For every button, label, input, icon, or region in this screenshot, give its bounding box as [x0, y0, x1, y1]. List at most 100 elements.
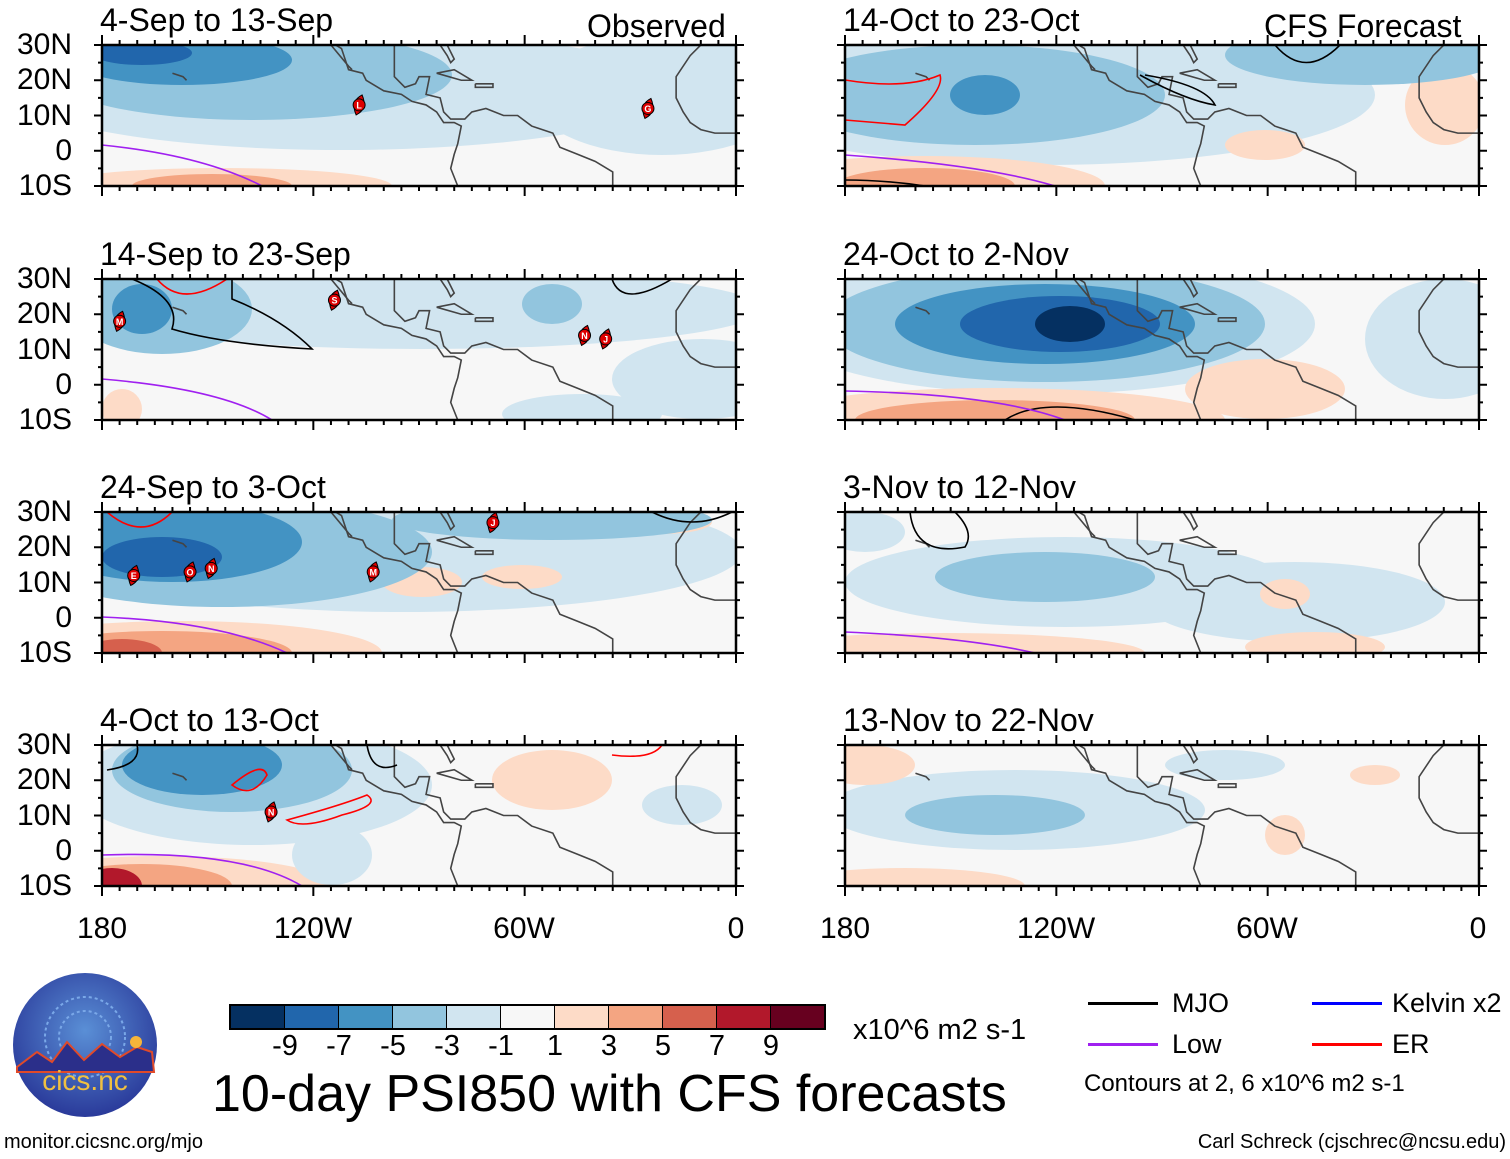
anomaly-contour-fill [112, 284, 172, 334]
y-tick-label: 30N [16, 262, 72, 295]
tropical-cyclone-marker: E [127, 564, 141, 587]
wave-contour-line [230, 768, 268, 792]
panel-title: 24-Oct to 2-Nov [843, 236, 1069, 272]
storm-label: N [581, 331, 588, 341]
coastline [393, 512, 614, 653]
anomaly-contour-fill [1265, 815, 1305, 855]
colorbar-tick-label: 1 [546, 1030, 564, 1062]
y-tick-label: 20N [16, 63, 72, 97]
anomaly-contour-fill [642, 785, 722, 825]
coastline [404, 279, 456, 298]
coastline [330, 512, 353, 538]
anomaly-contour-fill [502, 394, 662, 420]
tropical-cyclone-marker: S [327, 289, 341, 311]
map-panel: 24-Oct to 2-Nov [837, 238, 1487, 430]
anomaly-contour-fill [492, 750, 612, 810]
panel-title: 13-Nov to 22-Nov [843, 702, 1094, 738]
coastline [915, 772, 931, 781]
x-tick-right-120w: 120W [1016, 912, 1096, 945]
anomaly-contour-fill [845, 745, 915, 785]
x-tick-left-0: 0 [727, 912, 745, 945]
panel-title: 14-Sep to 23-Sep [100, 236, 351, 272]
colorbar-tick-label: -7 [326, 1030, 352, 1062]
wave-contour-line [1139, 74, 1217, 107]
wave-contour-line [909, 512, 970, 550]
legend-er-line [1312, 1043, 1382, 1046]
cicsnc-logo: cics.nc [13, 973, 157, 1117]
colorbar-swatch [771, 1006, 824, 1028]
wave-contour-line [1004, 406, 1136, 420]
y-tick-label: 10S [18, 869, 72, 902]
coastline [1073, 279, 1096, 305]
colorbar-swatch [447, 1006, 501, 1028]
anomaly-contour-fill [102, 389, 142, 420]
colorbar [229, 1004, 826, 1030]
tropical-cyclone-marker: M [366, 561, 380, 583]
figure-title: 10-day PSI850 with CFS forecasts [212, 1065, 1007, 1123]
coastline [330, 745, 353, 771]
y-tick-label: 10N [16, 98, 72, 132]
coastline [1077, 279, 1206, 420]
tropical-cyclone-marker: G [641, 97, 655, 120]
anomaly-contour-fill [1035, 306, 1105, 342]
anomaly-contour-fill [1185, 359, 1345, 419]
wave-contour-line [102, 378, 273, 420]
x-tick-left-60w: 60W [493, 912, 555, 945]
coastline [330, 45, 353, 71]
coastline [1147, 45, 1199, 64]
coastline [172, 539, 188, 548]
y-tick-label: 10N [16, 565, 72, 599]
contour-note: Contours at 2, 6 x10^6 m2 s-1 [1084, 1070, 1405, 1097]
coastline [675, 45, 736, 134]
coastline [334, 45, 463, 186]
coastline [1217, 82, 1237, 89]
y-tick-label: 20N [16, 297, 72, 331]
coastline [474, 782, 494, 789]
coastline [675, 512, 736, 601]
tropical-cyclone-marker: M [113, 310, 127, 332]
coastline [1217, 782, 1237, 789]
y-tick-label: 0 [55, 833, 72, 867]
coastline [1179, 68, 1218, 82]
coastline [1147, 745, 1199, 764]
anomaly-contour-fill [845, 512, 905, 552]
colorbar-tick-label: -3 [434, 1030, 460, 1062]
wave-contour-line [1274, 45, 1341, 64]
x-tick-right-60w: 60W [1236, 912, 1298, 945]
x-tick-left-120w: 120W [273, 912, 353, 945]
wave-contour-line [102, 853, 303, 886]
y-tick-label: 30N [16, 495, 72, 528]
coastline [1418, 745, 1479, 834]
panel-title: 24-Sep to 3-Oct [100, 469, 326, 505]
anomaly-contour-fill [1350, 765, 1400, 785]
anomaly-contour-fill [935, 552, 1155, 602]
footer-url[interactable]: monitor.cicsnc.org/mjo [4, 1131, 203, 1153]
anomaly-contour-fill [845, 868, 1025, 886]
legend-er: ER [1392, 1029, 1430, 1059]
colorbar-tick-label: -1 [488, 1030, 514, 1062]
y-tick-label: 0 [55, 133, 72, 167]
storm-label: E [131, 571, 137, 581]
colorbar-swatch [339, 1006, 393, 1028]
colorbar-tick-label: 9 [762, 1030, 780, 1062]
anomaly-contour-fill [1260, 579, 1310, 609]
wave-contour-line [102, 616, 288, 653]
coastline [474, 316, 494, 323]
colorbar-tick-label: 7 [708, 1030, 726, 1062]
coastline [1418, 279, 1479, 368]
wave-contour-line [845, 631, 1036, 653]
logo-text: cics.nc [42, 1065, 128, 1096]
colorbar-swatch [393, 1006, 447, 1028]
anomaly-contour-fill [845, 633, 1145, 653]
y-tick-label: 0 [55, 600, 72, 634]
tropical-cyclone-marker: N [578, 324, 592, 347]
coastline [1077, 512, 1206, 653]
anomaly-contour-fill [1405, 65, 1479, 145]
storm-label: M [369, 567, 377, 577]
colorbar-swatch [285, 1006, 339, 1028]
coastline [1179, 302, 1218, 316]
y-tick-label: 0 [55, 367, 72, 401]
panel-title: 14-Oct to 23-Oct [843, 2, 1080, 38]
storm-label: L [356, 100, 362, 110]
coastline [172, 772, 188, 781]
